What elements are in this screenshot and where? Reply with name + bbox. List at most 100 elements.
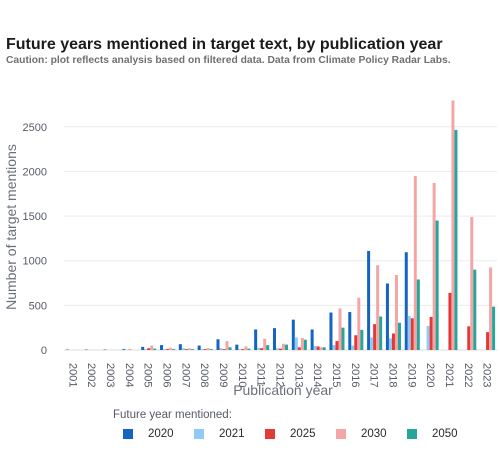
legend-title: Future year mentioned: — [113, 409, 232, 421]
bar-2025-2022 — [467, 326, 471, 350]
bar-2020-2006 — [160, 345, 164, 350]
x-tick-label: 2003 — [104, 363, 116, 387]
bar-2021-2012 — [275, 348, 279, 350]
bar-2030-2018 — [394, 275, 398, 350]
x-tick-label: 2001 — [66, 363, 78, 387]
bar-2020-2010 — [235, 344, 239, 350]
bar-2050-2011 — [266, 345, 270, 350]
bar-2021-2008 — [200, 349, 204, 350]
bar-2021-2010 — [238, 349, 242, 350]
legend-swatch — [407, 429, 417, 439]
bar-2050-2006 — [172, 349, 176, 350]
bar-2020-2011 — [254, 329, 258, 350]
x-tick-label: 2017 — [368, 363, 380, 387]
x-axis-label: Publication year — [233, 382, 333, 398]
bar-2050-2020 — [435, 220, 439, 350]
bar-2020-2009 — [216, 339, 220, 350]
bar-2030-2020 — [432, 183, 436, 350]
x-tick-label: 2020 — [424, 363, 436, 387]
bar-2050-2005 — [153, 348, 157, 350]
bar-2025-2018 — [391, 333, 395, 350]
bar-2021-2016 — [351, 345, 355, 350]
bar-2025-2017 — [373, 324, 377, 350]
y-axis-label: Number of target mentions — [3, 144, 19, 310]
y-tick-labels: 0 500 1000 1500 2000 2500 — [23, 122, 47, 357]
bar-2021-2013 — [294, 337, 298, 350]
legend-item-2050[interactable]: 2050 — [407, 428, 478, 440]
bar-2030-2011 — [263, 338, 267, 350]
bar-2030-2014 — [319, 347, 323, 350]
bar-2030-2021 — [451, 100, 455, 350]
bar-2021-2007 — [181, 348, 185, 350]
bar-2050-2018 — [397, 322, 401, 350]
legend-label: 2025 — [290, 428, 316, 440]
bar-2050-2022 — [473, 269, 477, 350]
bar-2021-2015 — [332, 345, 336, 350]
y-tick-label: 2000 — [23, 166, 47, 178]
bar-2050-2013 — [303, 339, 307, 350]
bar-2025-2005 — [147, 348, 151, 350]
x-tick-label: 2015 — [330, 363, 342, 387]
legend-item-2020[interactable]: 2020 — [123, 428, 194, 440]
bar-2020-2017 — [367, 250, 371, 350]
x-tick-label: 2016 — [349, 363, 361, 387]
bar-2025-2023 — [486, 332, 490, 350]
legend-swatch — [336, 429, 346, 439]
bar-2030-2017 — [376, 265, 380, 350]
bar-2025-2009 — [222, 349, 226, 350]
bar-2025-2015 — [335, 341, 339, 350]
legend-label: 2021 — [219, 428, 245, 440]
legend-swatch — [123, 429, 133, 439]
legend-item-2021[interactable]: 2021 — [194, 428, 265, 440]
bar-2025-2007 — [184, 349, 188, 350]
x-tick-label: 2004 — [123, 363, 135, 387]
bar-2050-2021 — [454, 129, 458, 350]
bar-2030-2022 — [470, 216, 474, 350]
bar-2030-2015 — [338, 308, 342, 350]
bar-2020-2014 — [310, 329, 314, 350]
legend-item-2025[interactable]: 2025 — [265, 428, 336, 440]
bar-2050-2012 — [285, 344, 289, 350]
x-tick-label: 2002 — [85, 363, 97, 387]
x-tick-label: 2013 — [292, 363, 304, 387]
legend-label: 2020 — [148, 428, 174, 440]
bar-2021-2005 — [144, 349, 148, 350]
bars — [65, 100, 496, 350]
bar-2021-2014 — [313, 345, 317, 350]
bar-2050-2007 — [190, 349, 194, 350]
x-tick-label: 2022 — [462, 363, 474, 387]
legend: 2020 2021 2025 2030 2050 — [123, 428, 478, 440]
bar-2021-2009 — [219, 348, 223, 350]
bar-2030-2005 — [150, 345, 154, 350]
bar-2025-2006 — [166, 349, 170, 350]
bar-2030-2016 — [357, 297, 361, 350]
bar-2020-2013 — [291, 319, 295, 350]
bar-2025-2012 — [278, 348, 283, 350]
bar-2030-2013 — [300, 337, 304, 350]
bar-2030-2007 — [187, 348, 191, 350]
legend-label: 2050 — [432, 428, 458, 440]
bar-2050-2009 — [228, 347, 232, 350]
legend-label: 2030 — [361, 428, 387, 440]
bar-2025-2010 — [241, 349, 245, 350]
bar-2020-2008 — [197, 345, 201, 350]
x-tick-label: 2018 — [386, 363, 398, 387]
bar-2021-2017 — [370, 337, 374, 350]
x-tick-label: 2005 — [142, 363, 154, 387]
legend-item-2030[interactable]: 2030 — [336, 428, 407, 440]
bar-2021-2018 — [388, 338, 392, 350]
bar-2050-2008 — [209, 349, 213, 350]
x-tick-label: 2007 — [179, 363, 191, 387]
bar-2020-2015 — [329, 312, 333, 350]
bar-2050-2015 — [341, 327, 345, 350]
y-tick-label: 1000 — [23, 256, 47, 268]
bar-2021-2020 — [426, 325, 430, 350]
x-tick-label: 2011 — [255, 363, 267, 387]
x-tick-label: 2021 — [443, 363, 455, 387]
x-tick-label: 2023 — [481, 363, 493, 387]
bar-2020-2007 — [178, 344, 182, 350]
bar-2021-2006 — [163, 349, 167, 350]
x-tick-label: 2009 — [217, 363, 229, 387]
bar-2025-2011 — [260, 348, 264, 350]
bar-2030-2012 — [282, 343, 286, 350]
